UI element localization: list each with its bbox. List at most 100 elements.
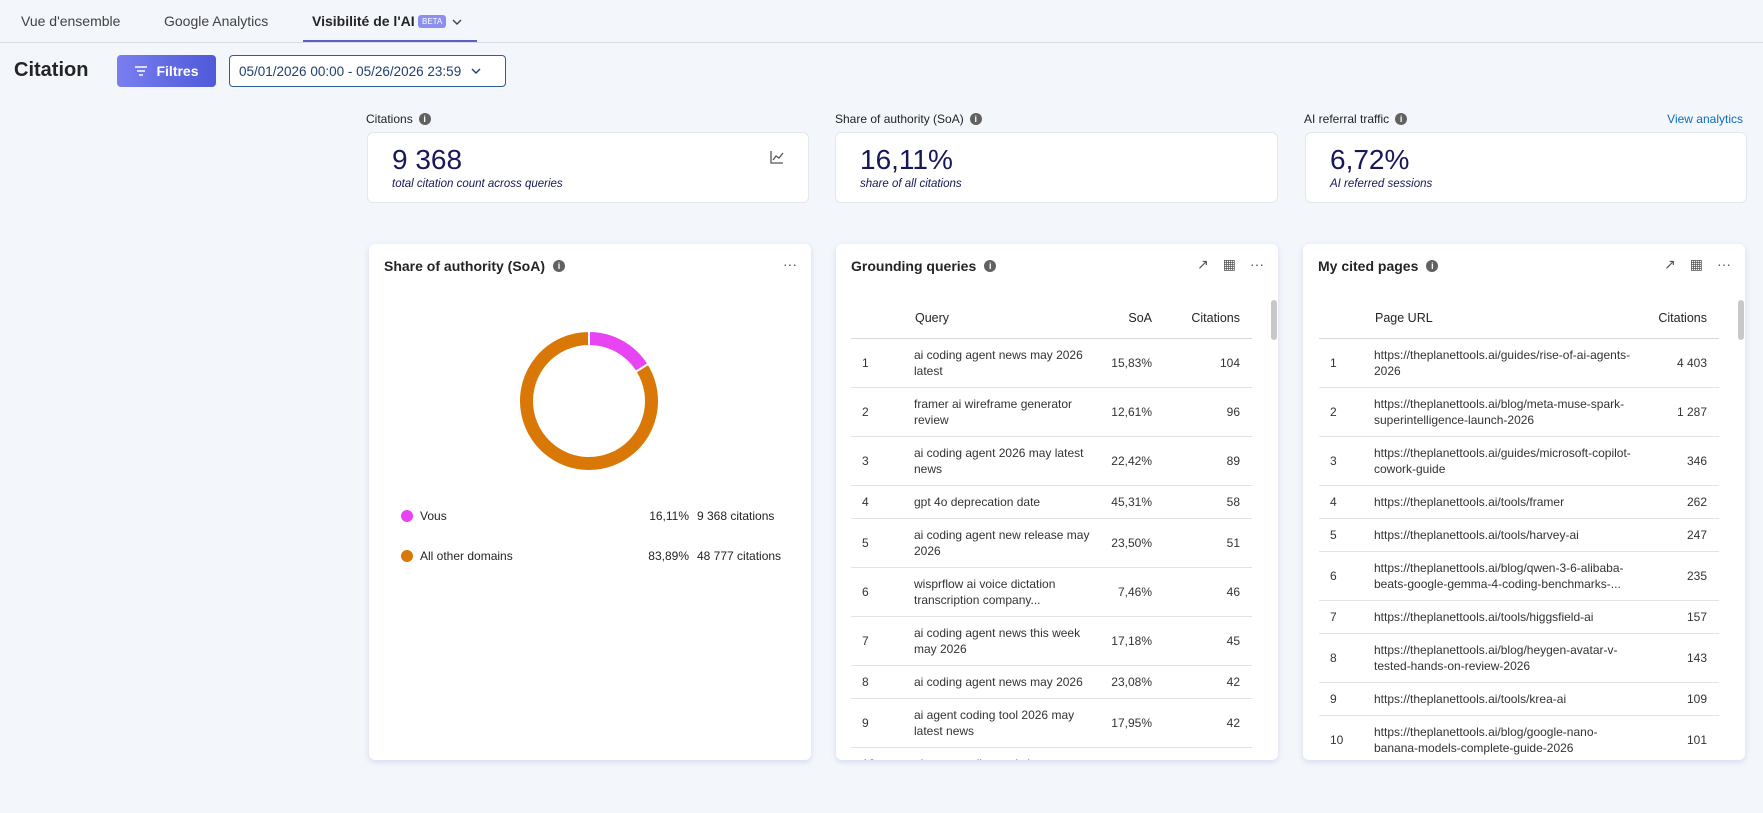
panel-title-text: My cited pages: [1318, 258, 1419, 274]
table-cell: ai coding agent news may 2026: [914, 665, 1094, 699]
info-icon[interactable]: i: [984, 260, 997, 272]
table-row: 8 ai coding agent news may 2026 23,08% 42: [851, 665, 1252, 699]
row-index: 2: [1319, 387, 1374, 437]
table-cell: https://theplanettools.ai/guides/microso…: [1374, 436, 1639, 486]
table-row: 6 https://theplanettools.ai/blog/qwen-3-6…: [1319, 551, 1719, 601]
tab[interactable]: Visibilité de l'AI: [312, 13, 415, 29]
chevron[interactable]: [452, 18, 462, 26]
column-header: Query: [914, 298, 1094, 339]
kpi-card: 16,11% share of all citations: [835, 132, 1278, 203]
legend-label: All other domains: [420, 549, 513, 563]
tab-underline: [303, 40, 477, 42]
table-cell: https://theplanettools.ai/tools/framer: [1374, 485, 1639, 519]
kpi-card: 6,72% AI referred sessions: [1305, 132, 1747, 203]
header-row: Query SoA Citations: [851, 298, 1252, 339]
info-icon[interactable]: i: [969, 113, 982, 125]
view-analytics-link[interactable]: View analytics: [1667, 112, 1743, 126]
kpi-card: 9 368 total citation count across querie…: [367, 132, 809, 203]
beta-badge: BETA: [418, 15, 447, 28]
column-header: [1319, 298, 1374, 339]
table-row: 1 https://theplanettools.ai/guides/rise-o…: [1319, 338, 1719, 388]
table-row: 4 https://theplanettools.ai/tools/framer 2…: [1319, 485, 1719, 519]
date-range[interactable]: 05/01/2026 00:00 - 05/26/2026 23:59: [229, 55, 506, 87]
scrollbar[interactable]: [1271, 300, 1277, 340]
table-cell: https://theplanettools.ai/guides/rise-of…: [1374, 338, 1639, 388]
table-cell: 1 287: [1639, 387, 1719, 437]
tab[interactable]: Vue d'ensemble: [21, 13, 121, 29]
row-index: 3: [851, 436, 914, 486]
kpi-value: 9 368: [392, 144, 463, 175]
table-cell: 15,83%: [1094, 338, 1164, 388]
legend-dot: [401, 550, 413, 562]
row-index: 10: [1319, 715, 1374, 760]
table-row: 1 ai coding agent news may 2026 latest 15,…: [851, 338, 1252, 388]
row-index: 5: [851, 518, 914, 568]
row-index: 6: [851, 567, 914, 617]
legend-percent: 16,11%: [649, 509, 689, 523]
panel-icons: ↗ ▦ ···: [1664, 256, 1731, 273]
table-icon[interactable]: ▦: [1689, 256, 1703, 272]
table-cell: ai agent coding tools latest: [914, 747, 1094, 760]
chart-icon[interactable]: [770, 150, 784, 164]
table-icon[interactable]: ▦: [1222, 256, 1236, 272]
row-index: 4: [851, 485, 914, 519]
header-row: Page URL Citations: [1319, 298, 1719, 339]
info-icon[interactable]: i: [1395, 113, 1408, 125]
row-index: 3: [1319, 436, 1374, 486]
more-icon[interactable]: ···: [783, 256, 797, 272]
kpi-caption: share of all citations: [860, 178, 962, 190]
legend-dot: [401, 510, 413, 522]
row-index: 6: [1319, 551, 1374, 601]
info-icon[interactable]: i: [553, 260, 566, 272]
row-index: 8: [1319, 633, 1374, 683]
row-index: 10: [851, 747, 914, 760]
table-cell: ai agent coding tool 2026 may latest new…: [914, 698, 1094, 748]
legend-percent: 83,89%: [648, 549, 689, 563]
table-body: 1 https://theplanettools.ai/guides/rise-o…: [1319, 338, 1719, 760]
page-title: Citation: [14, 59, 89, 81]
legend-citations: 48 777 citations: [697, 549, 781, 563]
info-icon[interactable]: i: [1426, 260, 1439, 272]
tab[interactable]: Google Analytics: [164, 13, 269, 29]
table-cell: gpt 4o deprecation date: [914, 485, 1094, 519]
table-cell: 51: [1164, 518, 1252, 568]
table-cell: 104: [1164, 338, 1252, 388]
info-icon[interactable]: i: [418, 113, 431, 125]
kpi-label: Share of authority (SoA) i: [835, 112, 982, 126]
table-cell: 96: [1164, 387, 1252, 437]
row-index: 9: [1319, 682, 1374, 716]
table-body: 1 ai coding agent news may 2026 latest 15,…: [851, 338, 1252, 760]
table-cell: https://theplanettools.ai/blog/heygen-av…: [1374, 633, 1639, 683]
table-cell: 46: [1164, 567, 1252, 617]
table-cell: 4 403: [1639, 338, 1719, 388]
table-row: 9 https://theplanettools.ai/tools/krea-ai…: [1319, 682, 1719, 716]
table-cell: ai coding agent news this week may 2026: [914, 616, 1094, 666]
table-cell: 17,18%: [1094, 616, 1164, 666]
table-cell: framer ai wireframe generator review: [914, 387, 1094, 437]
tab-bar: Vue d'ensemble Google Analytics Visibili…: [0, 0, 1763, 43]
panel-title: Grounding queries i: [851, 258, 997, 274]
legend-label: Vous: [420, 509, 447, 523]
chart-icon[interactable]: ↗: [1664, 256, 1676, 272]
grounding-panel: Grounding queries i ↗ ▦ ··· Query SoA Citatio…: [836, 244, 1278, 760]
column-header: Citations: [1639, 298, 1719, 339]
date-range-text: 05/01/2026 00:00 - 05/26/2026 23:59: [239, 63, 462, 79]
row-index: 8: [851, 665, 914, 699]
more-icon[interactable]: ···: [1250, 256, 1264, 272]
filter-button[interactable]: Filtres: [117, 55, 216, 87]
more-icon[interactable]: ···: [1717, 256, 1731, 272]
legend-citations: 9 368 citations: [697, 509, 774, 523]
chart-icon[interactable]: ↗: [1197, 256, 1209, 272]
scrollbar[interactable]: [1738, 300, 1744, 340]
table-row: 10 https://theplanettools.ai/blog/google-…: [1319, 715, 1719, 760]
table-cell: 262: [1639, 485, 1719, 519]
table-row: 2 https://theplanettools.ai/blog/meta-mus…: [1319, 387, 1719, 437]
panel-title: My cited pages i: [1318, 258, 1439, 274]
table-head: Query SoA Citations: [851, 298, 1252, 339]
table-cell: ai coding agent new release may 2026: [914, 518, 1094, 568]
kpi-caption: total citation count across queries: [392, 178, 563, 190]
panel-title-text: Grounding queries: [851, 258, 977, 274]
table-cell: 42: [1164, 665, 1252, 699]
